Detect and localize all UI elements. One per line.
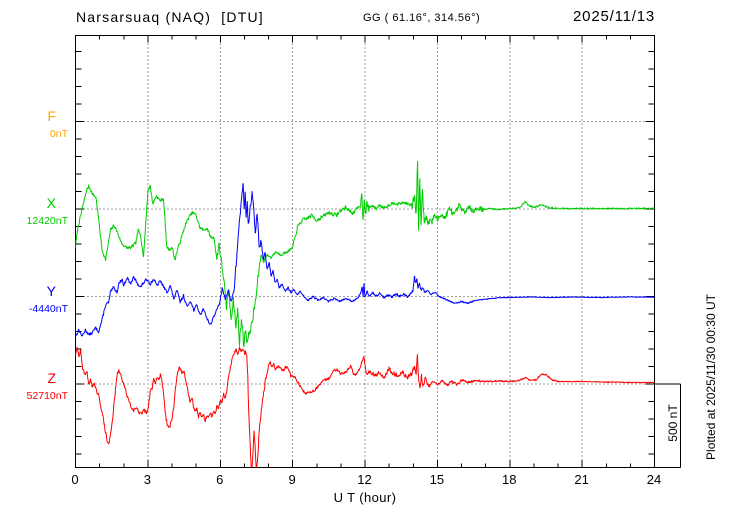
trace-Z (75, 346, 655, 468)
series-letter-X: X (46, 195, 56, 211)
x-tick-label-24: 24 (646, 472, 662, 487)
x-tick-label-6: 6 (216, 472, 224, 487)
x-tick-label-18: 18 (502, 472, 517, 487)
x-tick-label-3: 3 (143, 472, 151, 487)
x-axis-title: U T (hour) (333, 490, 397, 505)
series-baseline-value-Y: -4440nT (28, 302, 68, 315)
x-tick-label-12: 12 (357, 472, 372, 487)
x-tick-label-9: 9 (288, 472, 296, 487)
x-tick-label-21: 21 (574, 472, 589, 487)
trace-Y (75, 183, 655, 338)
geographic-coords: GG ( 61.16°, 314.56°) (363, 12, 481, 24)
plotted-at-note: Plotted at 2025/11/30 00:30 UT (704, 294, 718, 460)
series-baseline-value-X: 12420nT (26, 215, 68, 227)
x-tick-label-15: 15 (429, 472, 445, 487)
series-letter-Y: Y (46, 282, 56, 299)
trace-X (75, 160, 655, 348)
series-letter-F: F (47, 107, 56, 124)
x-tick-label-0: 0 (71, 472, 79, 487)
plot-date: 2025/11/13 (573, 8, 655, 25)
series-baseline-value-F: 0nT (49, 127, 68, 140)
series-baseline-value-Z: 52710nT (26, 390, 68, 402)
series-letter-Z: Z (47, 370, 56, 386)
scale-bar-label: 500 nT (666, 404, 680, 442)
station-title: Narsarsuaq (NAQ) [DTU] (76, 9, 264, 25)
